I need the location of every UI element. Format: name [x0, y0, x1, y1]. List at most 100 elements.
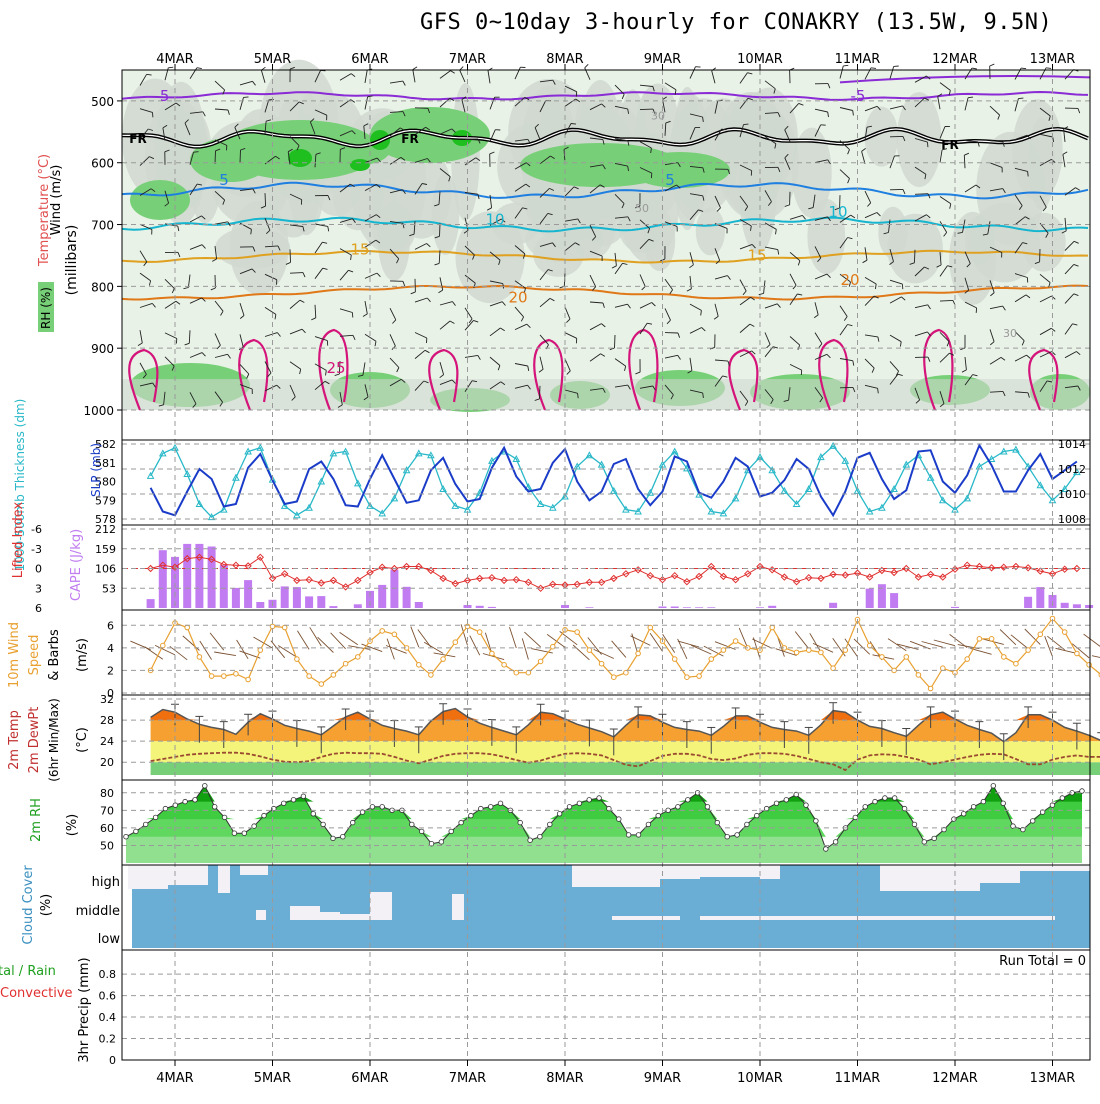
ylabel-precip: 3hr Precip (mm): [77, 957, 92, 1062]
isotherm-label-5: 5: [219, 171, 229, 189]
cloud-high-block: [880, 865, 980, 891]
cloud-level-label: middle: [76, 904, 120, 919]
li-tick-label: 3: [35, 582, 42, 595]
rh-point: [557, 812, 562, 817]
surface-wind-barb: [145, 647, 163, 660]
li-tick-label: 6: [35, 602, 42, 615]
rh-area-75: [126, 786, 1082, 802]
surface-wind-barb: [318, 637, 334, 652]
cloud-mid-block: [612, 916, 680, 920]
wind-speed-point: [441, 657, 446, 662]
wind-speed-point: [599, 661, 604, 666]
bottom-date-label: 10MAR: [737, 1071, 783, 1086]
bottom-date-label: 13MAR: [1030, 1071, 1076, 1086]
top-date-label: 11MAR: [835, 52, 881, 67]
wind-speed-point: [222, 674, 227, 679]
cape-bar: [951, 607, 959, 608]
wind-speed-point: [1002, 655, 1007, 660]
surface-wind-barb: [524, 632, 540, 647]
rh-point: [755, 813, 760, 818]
rh-point: [626, 833, 631, 838]
slp-tick-label: 1008: [1058, 513, 1086, 526]
wind-speed-point: [514, 670, 519, 675]
rh-point: [548, 822, 553, 827]
wind-speed-point: [392, 632, 397, 637]
temp-area: [151, 709, 1100, 742]
rh-area-65: [126, 786, 1082, 819]
bottom-date-label: 7MAR: [449, 1071, 486, 1086]
isotherm-label-10: 10: [828, 203, 847, 221]
rh-saturated-region: [288, 149, 312, 167]
bottom-date-label: 12MAR: [932, 1071, 978, 1086]
cape-bar: [866, 589, 874, 608]
wind-barb: [914, 250, 915, 263]
slp-line: [151, 445, 1077, 515]
wind-speed-point: [307, 674, 312, 679]
wind-tick-label: 6: [107, 619, 114, 632]
surface-wind-barb: [594, 649, 614, 658]
wind-speed-point: [246, 677, 251, 682]
cloud-high-block: [760, 865, 780, 879]
top-date-label: 4MAR: [156, 52, 193, 67]
rh-point: [538, 834, 543, 839]
surface-wind-barb: [888, 639, 906, 651]
li-line: [151, 557, 1077, 588]
rh-point: [971, 805, 976, 810]
slp-tick-label: 1014: [1058, 438, 1086, 451]
top-date-label: 9MAR: [644, 52, 681, 67]
cape-bar: [403, 587, 411, 608]
rh-point: [873, 799, 878, 804]
rh-point: [222, 815, 227, 820]
wind-speed-point: [319, 682, 324, 687]
surface-wind-barb: [612, 641, 626, 658]
cape-bar: [756, 607, 764, 608]
wind-speed-point: [794, 650, 799, 655]
wind-speed-point: [685, 675, 690, 680]
wind-speed-point: [892, 668, 897, 673]
top-date-label: 10MAR: [737, 52, 783, 67]
rh-point: [281, 801, 286, 806]
wind-barb-flag: [1018, 98, 1023, 99]
wind-speed-point: [1075, 651, 1080, 656]
surface-wind-barb: [297, 631, 309, 650]
pressure-tick-label: 900: [91, 342, 114, 356]
wind-barb-flag: [968, 97, 973, 98]
wind-speed-point: [941, 666, 946, 671]
cloud-mid-block: [370, 892, 392, 920]
rh-point: [824, 847, 829, 852]
li-tick-label: -3: [31, 543, 42, 556]
cape-bar: [244, 580, 252, 608]
cape-bar: [281, 586, 289, 608]
pressure-tick-label: 700: [91, 219, 114, 233]
bottom-date-label: 9MAR: [644, 1071, 681, 1086]
rh-label-50: 50: [635, 202, 649, 215]
cloud-high-block: [240, 865, 268, 875]
rh-point: [459, 820, 464, 825]
wind-speed-point: [331, 673, 336, 678]
rh-point: [617, 817, 622, 822]
wind-speed-point: [575, 630, 580, 635]
isotherm-label-freezing: FR: [129, 132, 146, 146]
rh-point: [892, 796, 897, 801]
wind-speed-point: [1038, 632, 1043, 637]
rh-point: [686, 798, 691, 803]
cape-bar: [147, 599, 155, 608]
wind-barb: [539, 386, 540, 399]
cape-bar: [1073, 604, 1081, 608]
slp-tick-label: 1010: [1058, 488, 1086, 501]
cape-bar: [354, 604, 362, 608]
rh-point: [232, 831, 237, 836]
wind-barb: [215, 151, 216, 164]
rh-tick-label: 50: [100, 839, 114, 852]
surface-wind-barb: [254, 637, 273, 648]
wind-barb: [415, 108, 428, 109]
cloud-mid-block: [320, 912, 340, 920]
isotherm-label-minus5: -5: [155, 87, 170, 105]
surface-wind-barb: [1092, 656, 1100, 661]
rh-point: [735, 833, 740, 838]
precip-tick-label: 0.4: [99, 1011, 117, 1024]
thickness-line: [151, 446, 1077, 517]
pressure-tick-label: 500: [91, 95, 114, 109]
rh-point: [153, 815, 158, 820]
